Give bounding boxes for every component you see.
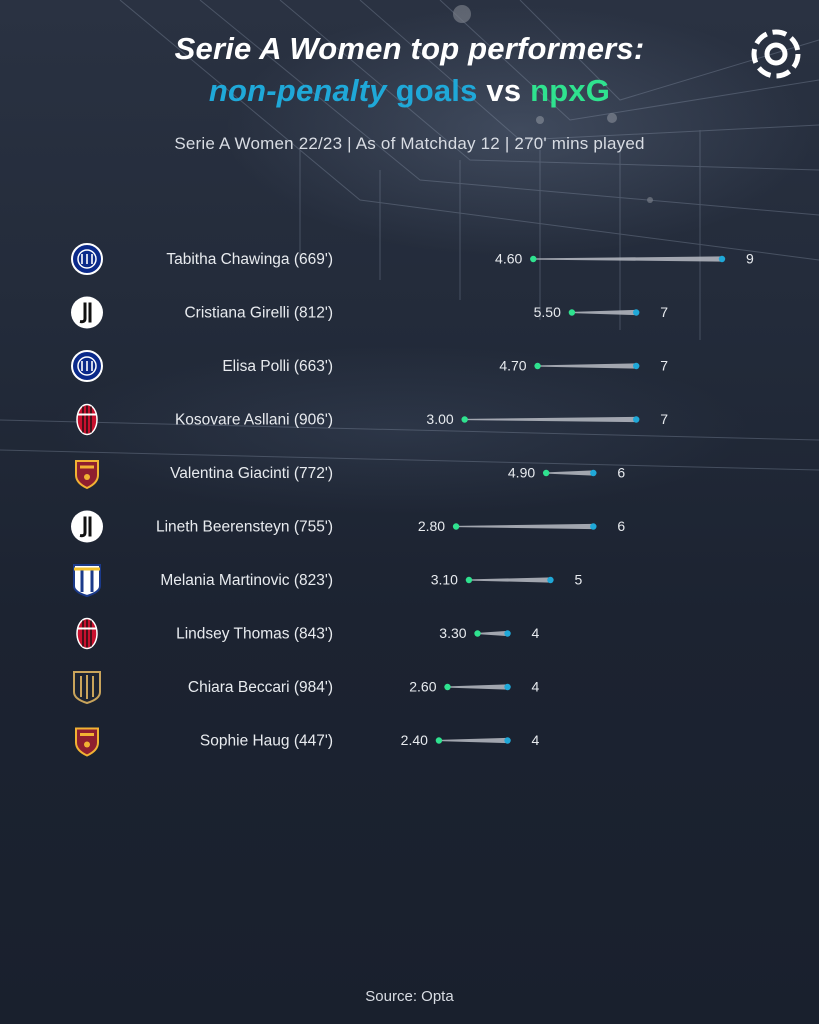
npxg-point [530,255,537,263]
goals-data-label: 4 [532,679,540,695]
npxg-data-label: 3.10 [431,572,458,588]
npxg-data-label: 2.80 [418,518,445,534]
npxg-data-label: 4.70 [499,358,526,374]
goals-point [547,576,554,584]
connector-bar [571,309,637,316]
milan-crest-icon [76,403,98,436]
npxg-point [465,576,473,584]
npxg-point [444,683,451,691]
connector-bar [447,684,508,690]
npxg-data-label: 3.30 [439,625,466,641]
player-label: Sophie Haug (447') [200,733,333,750]
goals-point [633,416,640,423]
connector-bar [533,256,722,262]
title-goals: goals [395,73,478,108]
connector-bar [546,470,594,476]
npxg-data-label: 2.40 [401,732,428,748]
chart-row: Tabitha Chawinga (669') 4.60 9 [71,243,754,275]
chart-row: Cristiana Girelli (812') 5.50 7 [71,296,668,329]
npxg-data-label: 3.00 [426,411,453,427]
inter-crest-icon [71,243,103,275]
goals-data-label: 7 [660,304,668,320]
player-label: Kosovare Asllani (906') [175,412,333,429]
title-non-penalty: non-penalty [208,73,387,108]
roma-crest-icon [75,727,99,757]
goals-point [633,362,640,370]
npxg-point [568,309,576,316]
player-label: Lindsey Thomas (843') [176,626,333,643]
source-note: Source: Opta [365,988,454,1005]
npxg-point [542,469,550,477]
goals-data-label: 9 [746,251,754,267]
npxg-data-label: 4.90 [508,465,535,481]
chart-row: Kosovare Asllani (906') 3.00 7 [76,403,668,436]
roma-crest-icon [75,460,99,490]
connector-bar [464,416,637,423]
stadium-roof-illustration [0,0,819,471]
juventus-crest-icon [71,296,103,329]
player-label: Valentina Giacinti (772') [170,465,333,482]
connector-bar [477,630,508,637]
goals-point [590,469,597,477]
goals-point [504,737,511,744]
connector-bar [468,577,551,583]
milan-crest-icon [76,617,98,650]
connector-bar [537,363,637,369]
chart-row: Melania Martinovic (823') 3.10 5 [73,564,582,598]
title-npxg: npxG [530,73,611,108]
npxg-point [461,416,468,423]
npxg-point [474,630,481,637]
connector-bar [456,523,594,530]
chart-subtitle: Serie A Women 22/23 | As of Matchday 12 … [174,134,645,153]
connector-bar [438,737,508,744]
goals-point [633,309,640,316]
player-label: Elisa Polli (663') [222,358,333,375]
goals-data-label: 7 [660,358,668,374]
npxg-point [452,523,460,530]
player-label: Cristiana Girelli (812') [184,305,333,322]
goals-data-label: 5 [574,572,582,588]
chart-row: Valentina Giacinti (772') 4.90 6 [75,460,625,490]
npxg-data-label: 5.50 [534,304,561,320]
goals-point [504,683,511,691]
npxg-data-label: 2.60 [409,679,436,695]
npxg-point [435,737,443,744]
juventus-crest-icon [71,510,103,543]
chart-row: Lindsey Thomas (843') 3.30 4 [76,617,540,650]
goals-data-label: 7 [660,411,668,427]
player-label: Chiara Beccari (984') [188,679,333,696]
npxg-data-label: 4.60 [495,251,522,267]
chart-row: Sophie Haug (447') 2.40 4 [75,727,540,757]
inter-crest-icon [71,350,103,382]
player-label: Tabitha Chawinga (669') [166,251,333,268]
goals-data-label: 4 [532,625,540,641]
goals-data-label: 6 [617,518,625,534]
parma-crest-icon [73,564,101,598]
goals-point [590,523,597,530]
goals-point [718,255,726,263]
brand-logo-icon [751,29,801,79]
goals-data-label: 6 [617,465,625,481]
chart-title-line2: non-penalty goals vs npxG [0,72,819,110]
title-vs: vs [486,73,522,108]
goals-data-label: 4 [532,732,540,748]
pomigliano-crest-icon [73,671,101,705]
player-label: Melania Martinovic (823') [160,572,333,589]
goals-point [504,630,511,637]
chart-row: Lineth Beerensteyn (755') 2.80 6 [71,510,625,543]
player-label: Lineth Beerensteyn (755') [156,519,333,536]
npxg-point [534,362,541,370]
chart-title-line1: Serie A Women top performers: [174,31,645,66]
chart-row: Chiara Beccari (984') 2.60 4 [73,671,540,705]
chart-row: Elisa Polli (663') 4.70 7 [71,350,668,382]
